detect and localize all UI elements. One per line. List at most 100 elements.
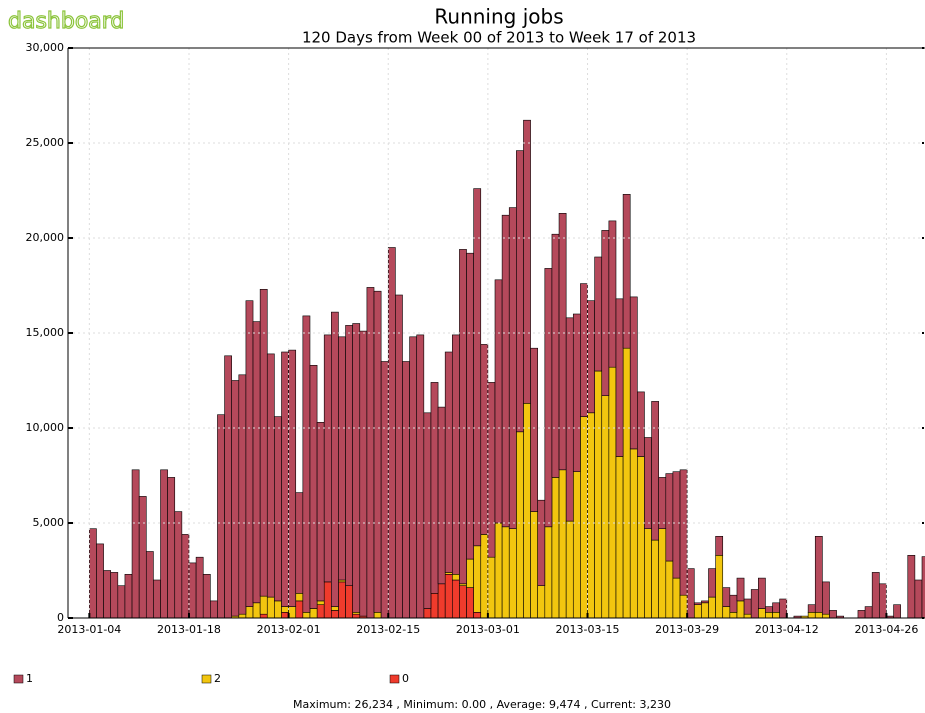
bar-segment bbox=[907, 554, 916, 619]
bar-segment bbox=[444, 573, 453, 619]
x-tick-label: 2013-03-15 bbox=[556, 623, 620, 636]
x-tick-label: 2013-04-26 bbox=[854, 623, 918, 636]
bar-segment bbox=[501, 214, 510, 528]
bar-segment bbox=[409, 336, 418, 619]
bar-segment bbox=[274, 416, 282, 602]
bar-segment bbox=[572, 471, 581, 619]
bar-segment bbox=[537, 585, 546, 619]
bar-segment bbox=[252, 602, 261, 619]
bar-segment bbox=[252, 321, 261, 604]
bar-segment bbox=[758, 577, 766, 609]
bar-segment bbox=[188, 562, 197, 619]
bar-segment bbox=[288, 349, 297, 607]
bar-segment bbox=[565, 317, 574, 522]
bar-segment bbox=[914, 579, 923, 619]
bar-segment bbox=[309, 364, 318, 609]
bar-segment bbox=[829, 610, 837, 619]
bar-segment bbox=[459, 249, 467, 585]
bar-segment bbox=[451, 573, 460, 581]
bar-segment bbox=[686, 568, 695, 619]
bar-segment bbox=[480, 534, 489, 619]
bar-segment bbox=[779, 598, 788, 619]
bar-segment bbox=[380, 361, 389, 619]
bar-segment bbox=[629, 448, 638, 619]
bar-segment bbox=[373, 290, 382, 613]
bar-segment bbox=[117, 585, 126, 619]
bar-segment bbox=[402, 361, 410, 619]
bar-segment bbox=[679, 469, 688, 596]
bar-segment bbox=[615, 456, 624, 619]
bar-segment bbox=[822, 613, 830, 619]
legend-swatch bbox=[389, 674, 400, 684]
x-tick-label: 2013-02-15 bbox=[356, 623, 420, 636]
bar-segment bbox=[558, 213, 567, 471]
bar-segment bbox=[316, 600, 325, 606]
bar-segment bbox=[693, 602, 702, 605]
bar-segment bbox=[722, 606, 731, 619]
bar-segment bbox=[331, 606, 339, 611]
bar-segment bbox=[295, 492, 304, 594]
bar-segment bbox=[153, 579, 161, 619]
y-tick-label: 30,000 bbox=[26, 41, 65, 54]
x-tick-label: 2013-04-12 bbox=[755, 623, 819, 636]
bar-segment bbox=[544, 268, 553, 528]
legend-label: 0 bbox=[402, 672, 409, 685]
bar-segment bbox=[259, 613, 268, 619]
stats: Maximum: 26,234 , Minimum: 0.00 , Averag… bbox=[293, 698, 671, 711]
bar-segment bbox=[551, 233, 560, 478]
bar-segment bbox=[523, 119, 531, 404]
bar-segment bbox=[672, 577, 681, 619]
bar-segment bbox=[622, 194, 631, 349]
bar-segment bbox=[772, 611, 780, 619]
bar-segment bbox=[864, 606, 873, 619]
bar-segment bbox=[878, 583, 887, 619]
bar-segment bbox=[473, 545, 482, 613]
bar-segment bbox=[473, 611, 482, 619]
chart-subtitle: 120 Days from Week 00 of 2013 to Week 17… bbox=[302, 29, 696, 47]
y-tick-label: 10,000 bbox=[26, 421, 65, 434]
bar-segment bbox=[331, 610, 339, 619]
bar-segment bbox=[580, 416, 588, 619]
bar-segment bbox=[480, 344, 489, 535]
bar-segment bbox=[565, 520, 574, 619]
bar-segment bbox=[466, 587, 474, 619]
bar-segment bbox=[658, 528, 667, 619]
bar-segment bbox=[352, 613, 361, 619]
bar-segment bbox=[366, 287, 375, 619]
bar-segment bbox=[523, 402, 531, 619]
bar-segment bbox=[110, 572, 119, 619]
y-tick-label: 5,000 bbox=[33, 516, 65, 529]
bar-segment bbox=[622, 347, 631, 619]
bar-segment bbox=[131, 469, 140, 619]
bar-segment bbox=[281, 351, 289, 607]
x-tick-label: 2013-01-04 bbox=[57, 623, 121, 636]
bar-segment bbox=[594, 256, 603, 372]
bar-segment bbox=[644, 528, 652, 619]
bar-segment bbox=[124, 573, 133, 619]
bar-segment bbox=[672, 471, 681, 579]
bar-segment bbox=[530, 511, 538, 619]
bar-segment bbox=[295, 600, 304, 619]
bar-segment bbox=[473, 188, 482, 547]
bar-segment bbox=[210, 600, 218, 619]
y-tick-label: 20,000 bbox=[26, 231, 65, 244]
bar-segment bbox=[765, 606, 773, 613]
bar-segment bbox=[245, 606, 254, 619]
legend-label: 1 bbox=[26, 672, 33, 685]
bar-segment bbox=[345, 585, 353, 619]
bar-segment bbox=[494, 522, 503, 619]
bar-segment bbox=[772, 602, 780, 613]
bar-segment bbox=[103, 570, 112, 619]
bar-segment bbox=[658, 477, 667, 529]
legend-swatch bbox=[201, 674, 212, 684]
bar-segment bbox=[601, 395, 610, 619]
bar-segment bbox=[871, 572, 880, 619]
bar-segment bbox=[352, 323, 361, 613]
bar-segment bbox=[316, 604, 325, 619]
bar-segment bbox=[138, 496, 147, 619]
bar-segment bbox=[145, 551, 154, 619]
bar-segment bbox=[181, 534, 190, 619]
bar-segment bbox=[765, 611, 773, 619]
bar-segment bbox=[693, 604, 702, 619]
